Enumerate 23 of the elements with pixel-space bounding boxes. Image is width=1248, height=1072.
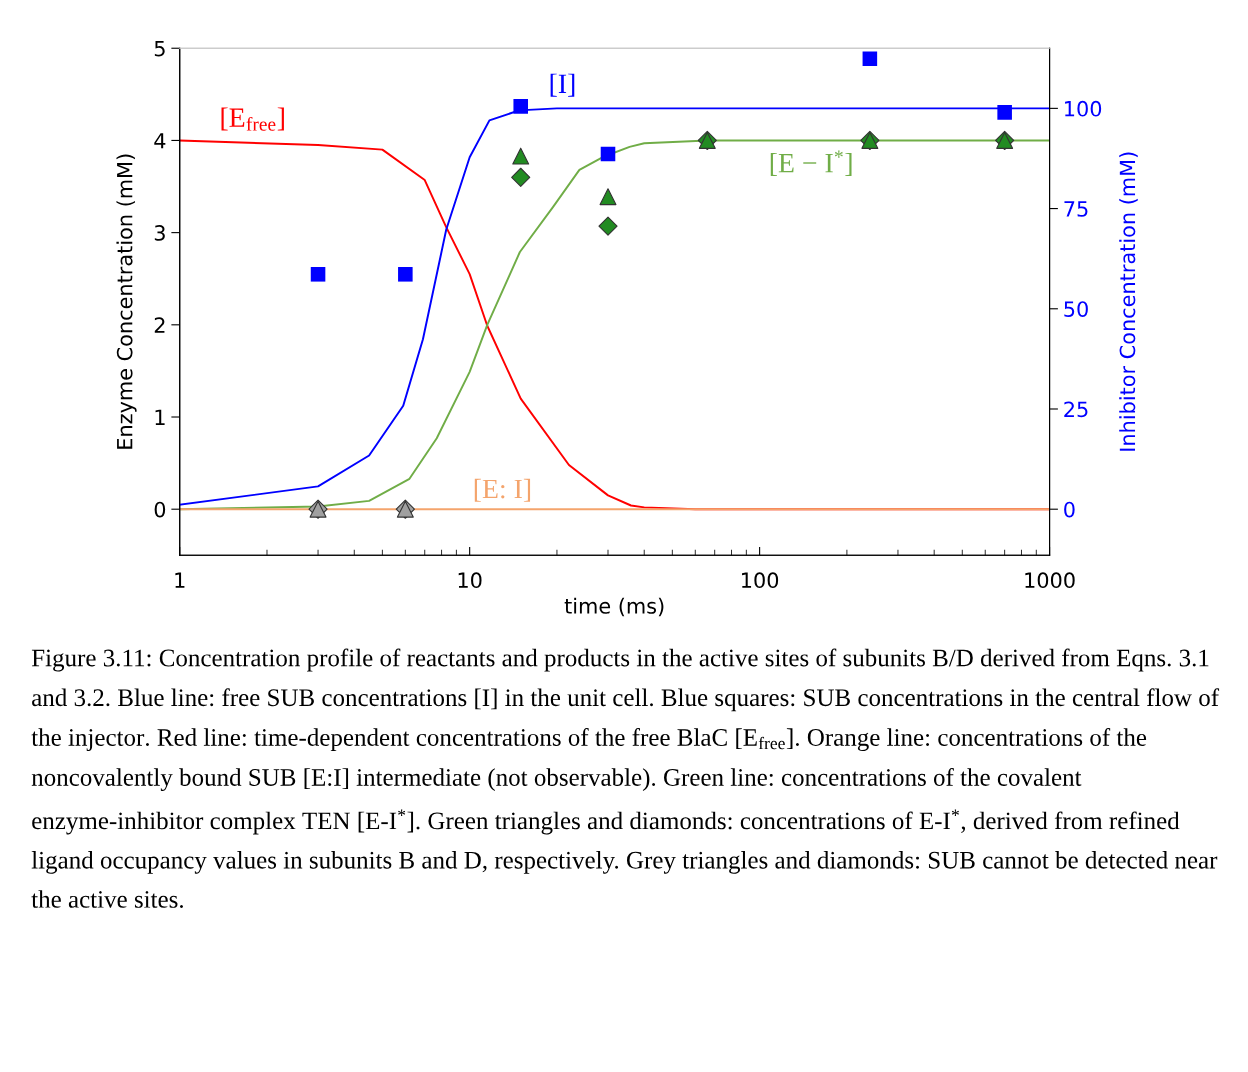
y-tick-label: 1 — [155, 409, 165, 425]
x-axis-title: time (ms) — [564, 597, 664, 617]
y-tick-label: 4 — [154, 133, 166, 149]
x-tick-label: 10 — [458, 572, 482, 589]
x-tick-label: 1 — [175, 572, 185, 588]
series-label: [I] — [550, 73, 575, 97]
y2-tick-label: 25 — [1064, 401, 1088, 418]
y2-tick-label: 50 — [1064, 301, 1088, 317]
x-tick-label: 100 — [742, 572, 779, 589]
y-axis-title: Enzyme Concentration (mM) — [116, 154, 137, 449]
series-label: [E$_{free}$] — [221, 107, 284, 131]
series-label: [E: I] — [474, 478, 531, 502]
y2-tick-label: 75 — [1064, 201, 1088, 217]
series-label: [E − I$^{*}$] — [770, 150, 852, 176]
y-tick-label: 5 — [154, 40, 165, 57]
text: Figure 3.11: Concentration profile of reactants and products in the active sites of subunits B/D derived from Eqns. 3.1 and 3.2. Blue line: free SUB concentrations [I] in the unit cell. Blue squares: SUB concentrations in the central flow of the injector. Red line: time-dependent concentrations of the free BlaC [E$_{free}$]. Orange line: concentrations of the noncovalently bound SUB [E:I] intermediate (not observable). Green line: concentrations of the covalent enzyme-inhibitor complex TEN [E-I$^{*}$]. Green triangles and diamonds: concentrations of E-I$^{*}$, derived from refined ligand occupancy values in subunits B and D, respectively. Grey triangles and diamonds: SUB cannot be detected near the active sites. — [31, 648, 1220, 908]
y-tick-label: 2 — [154, 317, 165, 333]
y2-axis-title: Inhibitor Concentration (mM) — [1119, 152, 1138, 451]
y-tick-label: 0 — [154, 501, 166, 518]
y2-tick-label: 0 — [1064, 501, 1075, 518]
y2-tick-label: 100 — [1065, 100, 1102, 117]
x-tick-label: 1000 — [1025, 572, 1075, 589]
y-tick-label: 3 — [154, 225, 165, 241]
